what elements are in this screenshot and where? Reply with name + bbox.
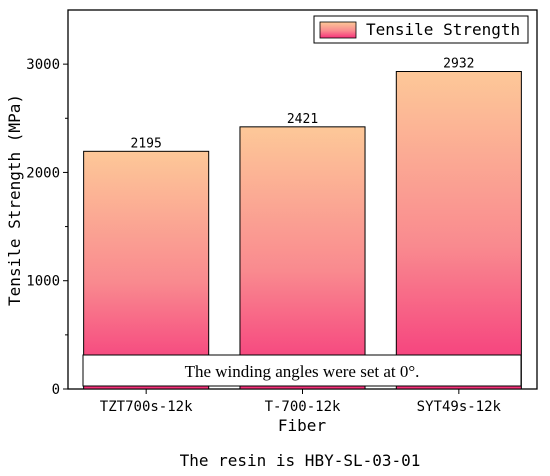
bar-syt49s-12k xyxy=(395,71,522,390)
data-labels-group: 2195 2421 2932 xyxy=(131,57,475,152)
y-tick-label: 2000 xyxy=(26,165,60,181)
annotation-box xyxy=(82,354,522,387)
annotation-text: The winding angles were set at 0°. xyxy=(185,362,420,381)
y-axis-ticks: 0 1000 2000 3000 xyxy=(26,57,68,398)
x-tick-label: TZT700s-12k xyxy=(100,399,193,415)
x-axis-ticks: TZT700s-12k T-700-12k SYT49s-12k xyxy=(100,389,502,415)
data-label: 2421 xyxy=(287,112,318,127)
x-axis-label: Fiber xyxy=(278,416,327,435)
x-tick-label: SYT49s-12k xyxy=(417,399,502,415)
y-tick-label: 3000 xyxy=(26,57,60,73)
y-tick-label: 0 xyxy=(52,382,60,398)
data-label: 2195 xyxy=(131,136,162,151)
bar-t-700-12k xyxy=(239,126,366,390)
chart-caption: The resin is HBY-SL-03-01 xyxy=(180,451,421,470)
bars-group xyxy=(83,71,522,390)
y-axis-label: Tensile Strength (MPa) xyxy=(5,94,24,306)
legend-box xyxy=(313,15,529,44)
legend-label: Tensile Strength xyxy=(366,20,520,39)
data-label: 2932 xyxy=(443,57,474,72)
y-tick-label: 1000 xyxy=(26,274,60,290)
bar-tzt700s-12k xyxy=(83,150,210,390)
x-tick-label: T-700-12k xyxy=(265,399,341,415)
legend-swatch xyxy=(319,21,357,39)
